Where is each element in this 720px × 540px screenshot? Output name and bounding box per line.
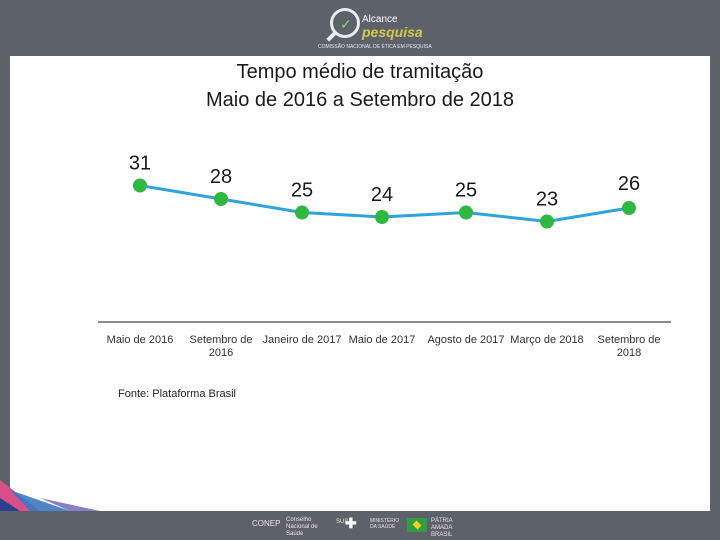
data-point <box>214 192 228 206</box>
data-point <box>295 205 309 220</box>
data-label: 24 <box>371 184 393 206</box>
chart-title: Tempo médio de tramitação <box>236 61 484 83</box>
brazil-flag-icon <box>407 518 427 532</box>
source-note: Fonte: Plataforma Brasil <box>118 388 236 400</box>
magnifier-handle <box>326 30 338 42</box>
conep-logo: ✓ Alcance pesquisa COMISSÃO NACIONAL DE … <box>318 6 432 52</box>
data-label: 28 <box>210 166 232 188</box>
data-label: 31 <box>129 153 151 175</box>
data-point <box>375 210 389 224</box>
data-label: 25 <box>455 180 477 202</box>
slide-panel: Tempo médio de tramitação Maio de 2016 a… <box>10 56 710 511</box>
footer-logo-gov: PÁTRIA AMADA BRASIL <box>431 518 453 538</box>
data-label: 25 <box>291 180 313 202</box>
data-point <box>622 201 636 215</box>
footer-logo-ms: MINISTÉRIO DA SAÚDE <box>370 518 400 530</box>
data-point <box>459 205 473 220</box>
line-chart: 31 Maio de 2016 28 Setembro de 2016 25 Janeiro… <box>98 153 671 359</box>
x-tick-label: Janeiro de 2017 <box>263 334 342 346</box>
data-label: 23 <box>536 189 558 211</box>
data-point <box>133 178 147 193</box>
header-bar: ✓ Alcance pesquisa COMISSÃO NACIONAL DE … <box>0 0 720 56</box>
x-tick-label: Setembro de 2016 <box>190 334 253 359</box>
footer-logo-conep: CONEP <box>252 519 281 528</box>
plus-icon: ✚ <box>345 515 357 531</box>
x-tick-label: Março de 2018 <box>510 334 583 346</box>
chart-title-block: Tempo médio de tramitação Maio de 2016 a… <box>10 58 710 114</box>
footer-bar: CONEP Conselho Nacional de Saúde SUS ✚ M… <box>0 511 720 540</box>
check-icon: ✓ <box>340 16 352 32</box>
footer-logo-cns: Conselho Nacional de Saúde <box>286 517 318 537</box>
corner-decoration <box>0 480 100 511</box>
logo-word-2: pesquisa <box>362 24 423 40</box>
x-tick-label: Setembro de 2018 <box>598 334 661 359</box>
data-point <box>540 214 554 229</box>
x-tick-label: Maio de 2017 <box>349 334 416 346</box>
x-tick-label: Maio de 2016 <box>107 334 174 346</box>
chart-subtitle: Maio de 2016 a Setembro de 2018 <box>206 89 514 111</box>
data-label: 26 <box>618 173 640 195</box>
footer-logo-sus: SUS <box>336 519 349 525</box>
x-tick-label: Agosto de 2017 <box>427 334 504 346</box>
magnifier-icon <box>330 8 360 38</box>
logo-subtitle: COMISSÃO NACIONAL DE ÉTICA EM PESQUISA <box>318 44 432 50</box>
logo-word-1: Alcance <box>362 14 398 25</box>
